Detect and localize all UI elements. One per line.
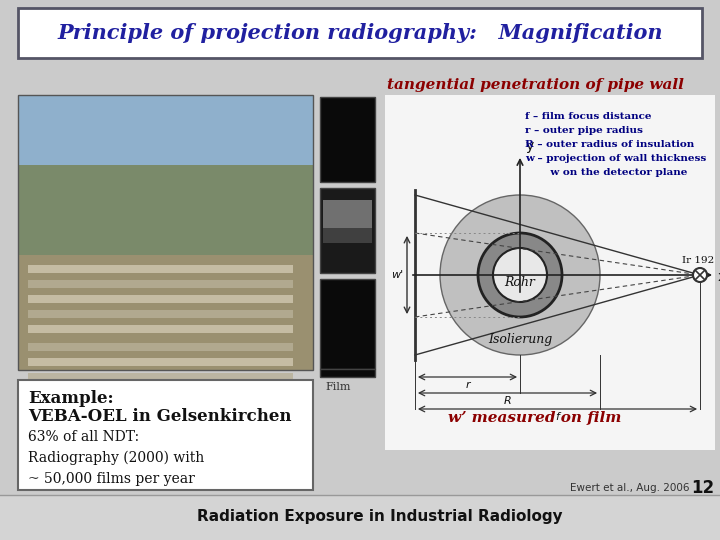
Bar — [18, 255, 313, 370]
Circle shape — [440, 195, 600, 355]
Text: x: x — [718, 270, 720, 284]
Text: 12: 12 — [691, 479, 714, 497]
Text: 63% of all NDT:
Radiography (2000) with
~ 50,000 films per year: 63% of all NDT: Radiography (2000) with … — [28, 430, 204, 486]
Bar — [0, 495, 720, 540]
Bar — [28, 280, 293, 288]
Text: f: f — [556, 412, 559, 422]
Text: tangential penetration of pipe wall: tangential penetration of pipe wall — [387, 78, 683, 92]
Text: wʼ measured on film: wʼ measured on film — [449, 411, 621, 425]
Circle shape — [693, 268, 707, 282]
Text: Radiation Exposure in Industrial Radiology: Radiation Exposure in Industrial Radiolo… — [197, 510, 563, 524]
Bar — [18, 8, 702, 58]
Text: w': w' — [391, 270, 403, 280]
Text: VEBA-OEL in Gelsenkirchen: VEBA-OEL in Gelsenkirchen — [28, 408, 292, 425]
Bar — [320, 188, 375, 273]
Bar — [28, 265, 293, 273]
Text: Principle of projection radiography:   Magnification: Principle of projection radiography: Mag… — [58, 23, 662, 43]
Bar — [28, 373, 293, 381]
Bar — [18, 380, 313, 490]
Bar — [320, 97, 375, 182]
Text: y: y — [526, 139, 534, 153]
Text: R: R — [503, 396, 511, 406]
Bar — [28, 295, 293, 303]
Text: Ir 192: Ir 192 — [682, 256, 714, 265]
Text: Isolierung: Isolierung — [488, 333, 552, 346]
Text: f – film focus distance: f – film focus distance — [525, 112, 652, 121]
Text: Ewert et al., Aug. 2006: Ewert et al., Aug. 2006 — [570, 483, 690, 493]
Bar — [18, 165, 313, 255]
Bar — [18, 95, 313, 370]
Bar — [28, 325, 293, 333]
Bar — [320, 279, 375, 369]
Text: r – outer pipe radius: r – outer pipe radius — [525, 126, 643, 135]
Bar — [28, 343, 293, 351]
Bar — [323, 228, 372, 243]
Bar — [28, 358, 293, 366]
Text: Example:: Example: — [28, 390, 114, 407]
Text: r: r — [465, 380, 470, 390]
Bar — [320, 369, 375, 377]
Circle shape — [493, 248, 547, 302]
Bar — [323, 200, 372, 228]
Text: w on the detector plane: w on the detector plane — [525, 168, 688, 177]
Bar — [18, 95, 313, 165]
Text: Rohr: Rohr — [505, 276, 536, 289]
Bar — [385, 95, 715, 450]
Text: Film: Film — [325, 382, 351, 392]
Circle shape — [478, 233, 562, 317]
Text: R – outer radius of insulation: R – outer radius of insulation — [525, 140, 694, 149]
Bar — [28, 310, 293, 318]
Text: w – projection of wall thickness: w – projection of wall thickness — [525, 154, 706, 163]
